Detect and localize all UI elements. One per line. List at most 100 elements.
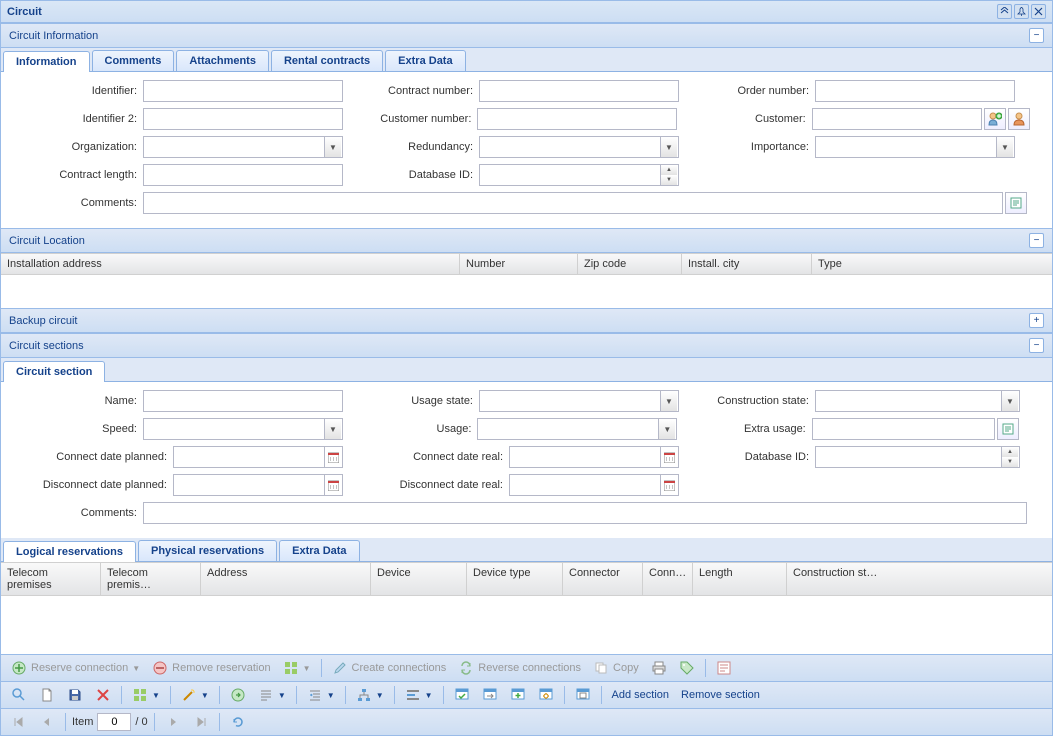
- customer-person-icon[interactable]: [1008, 108, 1030, 130]
- action3-button[interactable]: [506, 685, 530, 705]
- action4-button[interactable]: [534, 685, 558, 705]
- delete-button[interactable]: [91, 685, 115, 705]
- save-button[interactable]: [63, 685, 87, 705]
- copy-button[interactable]: Copy: [589, 658, 643, 678]
- spinner-icon[interactable]: ▲▼: [660, 165, 677, 185]
- col-connector[interactable]: Connector: [563, 563, 643, 595]
- spinner-icon[interactable]: ▲▼: [1001, 447, 1018, 467]
- new-button[interactable]: [35, 685, 59, 705]
- close-icon[interactable]: [1031, 4, 1046, 19]
- col-address[interactable]: Address: [201, 563, 371, 595]
- action5-button[interactable]: [571, 685, 595, 705]
- redundancy-select[interactable]: ▼: [479, 136, 679, 158]
- comments-expand-icon[interactable]: [1005, 192, 1027, 214]
- reserve-connection-button[interactable]: Reserve connection ▼: [7, 658, 144, 678]
- create-connections-button[interactable]: Create connections: [328, 658, 451, 678]
- importance-select[interactable]: ▼: [815, 136, 1015, 158]
- list-menu-button[interactable]: ▼: [254, 685, 290, 705]
- calendar-icon[interactable]: [660, 475, 677, 495]
- collapse-icon[interactable]: −: [1029, 233, 1044, 248]
- col-zip[interactable]: Zip code: [578, 254, 682, 274]
- col-device-type[interactable]: Device type: [467, 563, 563, 595]
- details-button[interactable]: [712, 658, 736, 678]
- organization-select[interactable]: ▼: [143, 136, 343, 158]
- order-number-input[interactable]: [815, 80, 1015, 102]
- usage-select[interactable]: ▼: [477, 418, 677, 440]
- tab-comments[interactable]: Comments: [92, 50, 175, 71]
- remove-section-button[interactable]: Remove section: [677, 687, 764, 703]
- identifier2-input[interactable]: [143, 108, 343, 130]
- align-button[interactable]: ▼: [401, 685, 437, 705]
- col-device[interactable]: Device: [371, 563, 467, 595]
- pin-icon[interactable]: [1014, 4, 1029, 19]
- print-button[interactable]: [647, 658, 671, 678]
- col-install-city[interactable]: Install. city: [682, 254, 812, 274]
- calendar-icon[interactable]: [660, 447, 677, 467]
- disconnect-planned-input[interactable]: [173, 474, 343, 496]
- section-comments-input[interactable]: [143, 502, 1027, 524]
- last-page-button[interactable]: [189, 712, 213, 732]
- grid-view-button[interactable]: ▼: [128, 685, 164, 705]
- action1-button[interactable]: [450, 685, 474, 705]
- expand-icon[interactable]: +: [1029, 313, 1044, 328]
- remove-reservation-button[interactable]: Remove reservation: [148, 658, 274, 678]
- disconnect-real-input[interactable]: [509, 474, 679, 496]
- col-number[interactable]: Number: [460, 254, 578, 274]
- reverse-connections-button[interactable]: Reverse connections: [454, 658, 585, 678]
- customer-add-icon[interactable]: [984, 108, 1006, 130]
- col-construction[interactable]: Construction st…: [787, 563, 1052, 595]
- tag-button[interactable]: [675, 658, 699, 678]
- section-database-id-input[interactable]: ▲▼: [815, 446, 1020, 468]
- col-install-address[interactable]: Installation address: [1, 254, 460, 274]
- tab-extra-data[interactable]: Extra Data: [385, 50, 465, 71]
- tab-rental-contracts[interactable]: Rental contracts: [271, 50, 383, 71]
- contract-length-input[interactable]: [143, 164, 343, 186]
- connect-real-input[interactable]: [509, 446, 679, 468]
- indent-button[interactable]: ▼: [303, 685, 339, 705]
- next-page-button[interactable]: [161, 712, 185, 732]
- first-page-button[interactable]: [7, 712, 31, 732]
- tab-attachments[interactable]: Attachments: [176, 50, 269, 71]
- col-conn[interactable]: Conn…: [643, 563, 693, 595]
- col-length[interactable]: Length: [693, 563, 787, 595]
- calendar-icon[interactable]: [324, 475, 341, 495]
- prev-page-button[interactable]: [35, 712, 59, 732]
- collapse-up-icon[interactable]: [997, 4, 1012, 19]
- refresh-page-button[interactable]: [226, 712, 250, 732]
- identifier-input[interactable]: [143, 80, 343, 102]
- comments-input[interactable]: [143, 192, 1003, 214]
- name-input[interactable]: [143, 390, 343, 412]
- add-section-button[interactable]: Add section: [608, 687, 673, 703]
- tree-button[interactable]: ▼: [352, 685, 388, 705]
- grid-arrange-button[interactable]: ▼: [279, 658, 315, 678]
- extra-usage-input[interactable]: [812, 418, 995, 440]
- label-contract-number: Contract number:: [349, 85, 479, 97]
- action2-button[interactable]: [478, 685, 502, 705]
- align-icon: [405, 687, 421, 703]
- main-toolbar: ▼ ▼ ▼ ▼ ▼ ▼ Add section Remove section: [1, 681, 1052, 708]
- tab-res-extra-data[interactable]: Extra Data: [279, 540, 359, 561]
- tab-circuit-section[interactable]: Circuit section: [3, 361, 105, 382]
- collapse-icon[interactable]: −: [1029, 28, 1044, 43]
- calendar-icon[interactable]: [324, 447, 341, 467]
- tab-physical-reservations[interactable]: Physical reservations: [138, 540, 277, 561]
- search-button[interactable]: [7, 685, 31, 705]
- refresh-button[interactable]: [226, 685, 250, 705]
- pager-input[interactable]: [97, 713, 131, 731]
- tab-information[interactable]: Information: [3, 51, 90, 72]
- customer-number-input[interactable]: [477, 108, 677, 130]
- database-id-input[interactable]: ▲▼: [479, 164, 679, 186]
- customer-input[interactable]: [812, 108, 982, 130]
- col-type[interactable]: Type: [812, 254, 1052, 274]
- usage-state-select[interactable]: ▼: [479, 390, 679, 412]
- extra-usage-expand-icon[interactable]: [997, 418, 1019, 440]
- wand-button[interactable]: ▼: [177, 685, 213, 705]
- speed-select[interactable]: ▼: [143, 418, 343, 440]
- contract-number-input[interactable]: [479, 80, 679, 102]
- col-tp2[interactable]: Telecom premis…: [101, 563, 201, 595]
- tab-logical-reservations[interactable]: Logical reservations: [3, 541, 136, 562]
- connect-planned-input[interactable]: [173, 446, 343, 468]
- construction-state-select[interactable]: ▼: [815, 390, 1020, 412]
- collapse-icon[interactable]: −: [1029, 338, 1044, 353]
- col-tp1[interactable]: Telecom premises: [1, 563, 101, 595]
